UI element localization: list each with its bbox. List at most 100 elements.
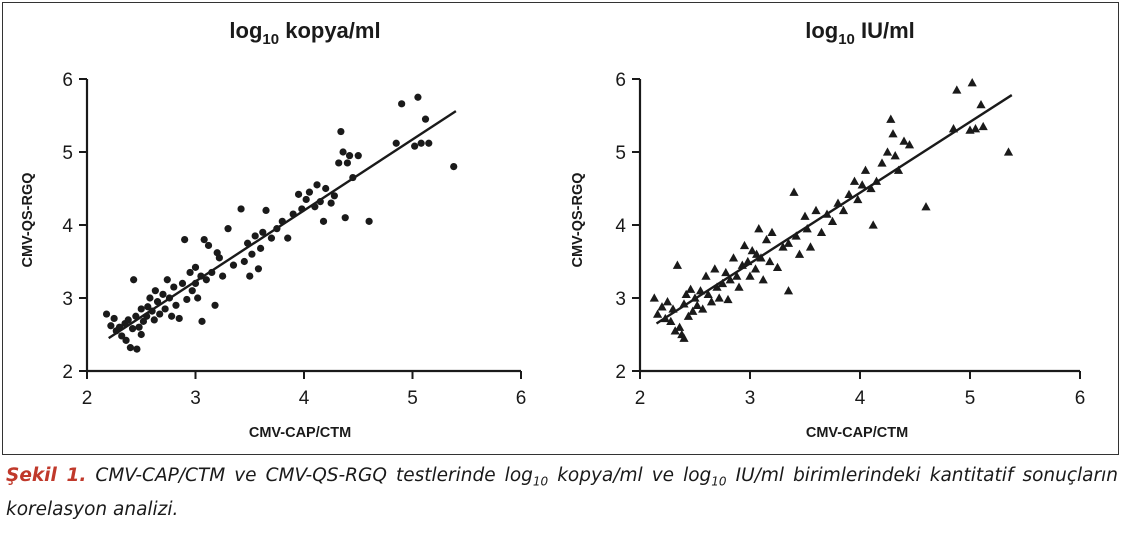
data-point	[844, 189, 854, 199]
data-point	[143, 312, 151, 320]
data-point	[893, 165, 904, 174]
data-point	[168, 312, 176, 320]
data-point	[202, 276, 210, 284]
x-tick-label: 5	[965, 388, 976, 409]
data-point	[822, 209, 832, 218]
data-point	[200, 236, 208, 244]
data-point	[952, 85, 962, 94]
data-point	[849, 176, 860, 185]
data-point	[284, 234, 292, 242]
data-point	[289, 210, 297, 218]
x-tick-label: 6	[516, 388, 527, 409]
x-tick-label: 4	[299, 388, 310, 409]
data-point	[339, 148, 347, 156]
data-point	[838, 205, 849, 215]
data-point	[668, 304, 678, 313]
data-point	[714, 293, 724, 302]
data-point	[688, 306, 698, 315]
data-point	[354, 152, 362, 160]
data-point	[229, 261, 238, 269]
data-point	[175, 314, 183, 323]
data-point	[392, 139, 400, 147]
data-point	[122, 336, 130, 344]
data-point	[921, 202, 931, 211]
data-point	[860, 165, 871, 174]
data-point	[683, 311, 693, 320]
figure-caption: Şekil 1. CMV-CAP/CTM ve CMV-QS-RGQ testl…	[6, 462, 1118, 523]
y-tick-label: 2	[62, 362, 73, 383]
data-point	[349, 173, 357, 182]
data-point	[754, 224, 764, 233]
data-point	[904, 140, 915, 149]
caption-sub-1: 10	[532, 474, 549, 489]
data-point	[118, 332, 126, 340]
x-tick-label: 2	[635, 388, 646, 409]
data-point	[224, 225, 232, 233]
y-tick-label: 2	[615, 362, 626, 383]
data-point	[725, 275, 735, 284]
y-axis-label: CMV-QS-RGQ	[20, 172, 36, 267]
data-point	[425, 139, 433, 147]
data-point	[662, 297, 673, 306]
data-point	[976, 99, 986, 109]
chart-title-unit: kopya/ml	[279, 18, 380, 43]
data-point	[170, 283, 178, 291]
chart-panel-2: log10 IU/ml 2 3 4 5 6 2 3 4 5 6 CMV-CAP/CTM CMV-QS-R…	[570, 18, 1085, 441]
data-point	[137, 305, 145, 313]
data-point	[302, 195, 310, 204]
x-tick-label: 6	[1075, 388, 1086, 409]
chart-title-sub: 10	[838, 31, 855, 48]
data-point	[723, 294, 733, 304]
data-point	[194, 294, 202, 302]
data-point	[237, 205, 245, 213]
data-point	[139, 317, 148, 325]
data-point	[747, 245, 757, 255]
caption-text-3: IU/ml birimlerindeki kantitatif sonuçlar…	[6, 465, 1118, 520]
data-point	[783, 238, 794, 247]
data-point	[783, 286, 794, 295]
y-tick-label: 4	[62, 216, 73, 237]
data-point	[150, 316, 158, 324]
data-point	[816, 227, 827, 236]
data-point	[417, 139, 425, 147]
data-point	[144, 303, 152, 311]
data-point	[653, 309, 663, 318]
data-point	[1003, 147, 1014, 156]
data-point	[163, 276, 171, 284]
data-point	[706, 297, 717, 306]
data-point	[311, 203, 319, 211]
data-point	[791, 231, 801, 240]
data-point	[186, 268, 194, 277]
data-point	[130, 276, 138, 284]
data-point	[345, 152, 354, 160]
data-point	[739, 240, 750, 250]
data-point	[970, 124, 981, 133]
data-point	[871, 176, 882, 185]
data-point	[294, 190, 303, 198]
data-point	[660, 313, 670, 323]
data-point	[728, 253, 739, 262]
data-point	[135, 323, 143, 331]
data-point	[246, 272, 254, 280]
data-point	[215, 254, 223, 262]
data-point	[398, 100, 406, 108]
data-point	[181, 236, 189, 244]
chart-title: log10 IU/ml	[805, 18, 915, 48]
data-point	[675, 322, 685, 331]
data-point	[124, 316, 132, 324]
data-point	[126, 344, 134, 352]
data-point	[666, 316, 676, 326]
data-point	[198, 317, 206, 325]
data-point	[750, 264, 761, 273]
data-point	[701, 271, 711, 280]
data-point	[717, 278, 728, 288]
data-point	[305, 188, 314, 196]
data-point	[337, 127, 345, 136]
data-point	[153, 298, 162, 306]
data-point	[737, 260, 747, 269]
x-axis-label: CMV-CAP/CTM	[249, 425, 351, 441]
data-point	[107, 322, 115, 330]
data-point	[672, 260, 682, 269]
data-point	[262, 206, 270, 214]
data-point	[341, 214, 349, 222]
